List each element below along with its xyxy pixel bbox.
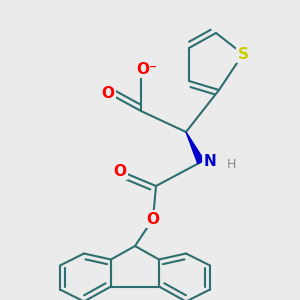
Text: S: S [238,46,248,62]
Text: O⁻: O⁻ [136,61,158,76]
Text: O: O [146,212,160,226]
Text: H: H [226,158,236,172]
Text: N: N [204,154,216,169]
Text: O: O [113,164,127,178]
Text: O: O [101,85,115,100]
Polygon shape [186,132,204,164]
